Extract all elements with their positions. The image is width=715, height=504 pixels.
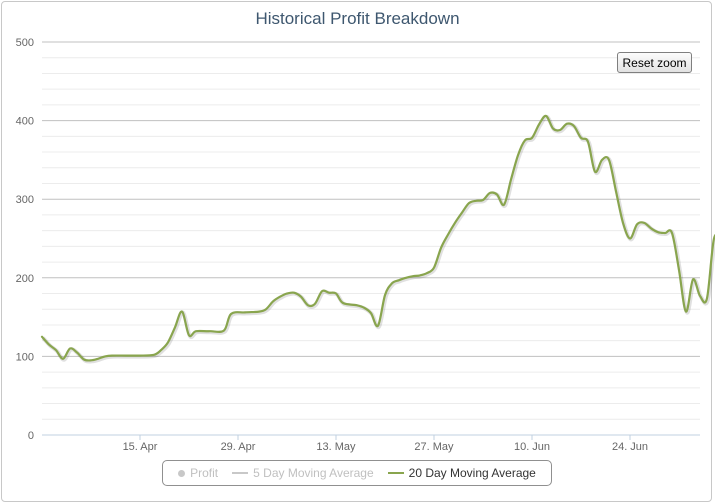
x-tick-label: 13. May xyxy=(316,441,356,453)
legend-item-20-day-ma[interactable]: 20 Day Moving Average xyxy=(387,466,536,480)
legend-item-profit[interactable]: Profit xyxy=(178,466,218,480)
legend-label-5-day-ma: 5 Day Moving Average xyxy=(253,466,374,480)
chart-title: Historical Profit Breakdown xyxy=(255,9,460,28)
legend-marker-5-day-ma xyxy=(232,472,249,474)
legend-item-5-day-ma[interactable]: 5 Day Moving Average xyxy=(232,466,374,480)
x-tick-label: 10. Jun xyxy=(514,441,550,453)
series-line-20-day-moving-average xyxy=(40,114,715,362)
reset-zoom-button[interactable]: Reset zoom xyxy=(617,52,692,73)
y-tick-label: 300 xyxy=(16,194,34,206)
y-tick-label: 200 xyxy=(16,273,34,285)
y-tick-label: 400 xyxy=(16,116,34,128)
legend-label-profit: Profit xyxy=(190,466,219,480)
legend-marker-20-day-ma xyxy=(387,472,404,474)
y-tick-label: 500 xyxy=(16,37,34,49)
legend-label-20-day-ma: 20 Day Moving Average xyxy=(408,466,536,480)
x-tick-label: 24. Jun xyxy=(612,441,648,453)
y-tick-label: 100 xyxy=(16,351,34,363)
x-tick-label: 27. May xyxy=(414,441,454,453)
legend: Profit 5 Day Moving Average 20 Day Movin… xyxy=(162,460,552,486)
legend-marker-profit xyxy=(178,469,186,477)
y-tick-label: 0 xyxy=(28,430,34,442)
x-tick-label: 15. Apr xyxy=(123,441,158,453)
x-tick-label: 29. Apr xyxy=(221,441,256,453)
